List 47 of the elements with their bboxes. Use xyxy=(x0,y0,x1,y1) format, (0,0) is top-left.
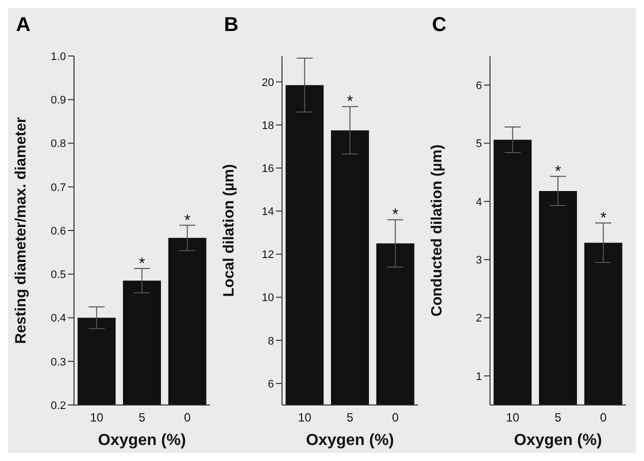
y-tick-label: 3 xyxy=(476,254,482,266)
x-axis-title: Oxygen (%) xyxy=(514,432,602,449)
annotation: * xyxy=(554,163,562,180)
y-tick-label: 16 xyxy=(262,162,274,175)
annotation: * xyxy=(138,255,146,272)
y-tick-label: 2 xyxy=(476,312,482,325)
y-tick-label: 18 xyxy=(262,120,274,132)
y-tick-label: 0.7 xyxy=(50,182,66,194)
x-tick-label: 10 xyxy=(506,410,520,425)
y-tick-label: 0.5 xyxy=(50,269,66,282)
x-axis-title: Oxygen (%) xyxy=(306,432,394,449)
y-tick-label: 0.9 xyxy=(50,94,66,107)
y-tick-label: 1.0 xyxy=(50,50,66,63)
y-tick-label: 4 xyxy=(476,196,482,208)
y-tick-label: 6 xyxy=(268,378,274,390)
y-tick-label: 0.6 xyxy=(50,225,66,238)
annotation: * xyxy=(392,206,398,224)
y-tick-label: 20 xyxy=(262,76,274,89)
x-tick-label: 0 xyxy=(600,410,607,425)
chart-title: B xyxy=(224,14,238,37)
y-tick-label: 5 xyxy=(476,138,482,150)
y-tick-label: 0.2 xyxy=(50,400,66,412)
x-axis-title: Oxygen (%) xyxy=(98,432,186,449)
x-tick-label: 10 xyxy=(298,410,312,425)
y-tick-label: 1 xyxy=(476,370,482,383)
y-tick-label: 0.4 xyxy=(50,312,66,325)
y-tick-label: 10 xyxy=(262,292,274,304)
annotation: * xyxy=(184,212,190,230)
y-tick-label: 0.8 xyxy=(50,138,66,150)
y-tick-label: 12 xyxy=(262,249,274,262)
annotation: * xyxy=(600,210,606,227)
x-tick-label: 5 xyxy=(554,410,562,425)
chart-title: A xyxy=(16,14,30,37)
y-tick-label: 6 xyxy=(476,80,482,92)
y-tick-label: 8 xyxy=(268,335,274,348)
y-axis-title: Resting diameter/max. diameter xyxy=(12,116,30,344)
x-tick-label: 5 xyxy=(346,410,354,425)
chart-title: C xyxy=(432,14,446,37)
y-tick-label: 14 xyxy=(262,206,274,218)
x-tick-label: 0 xyxy=(184,410,191,425)
x-tick-label: 5 xyxy=(138,410,146,425)
y-tick-label: 0.3 xyxy=(50,356,66,368)
x-tick-label: 10 xyxy=(90,410,104,425)
x-tick-label: 0 xyxy=(392,410,399,425)
annotation: * xyxy=(346,94,354,111)
y-axis-title: Conducted dilation (µm) xyxy=(428,144,446,316)
y-axis-title: Local dilation (µm) xyxy=(220,164,238,297)
